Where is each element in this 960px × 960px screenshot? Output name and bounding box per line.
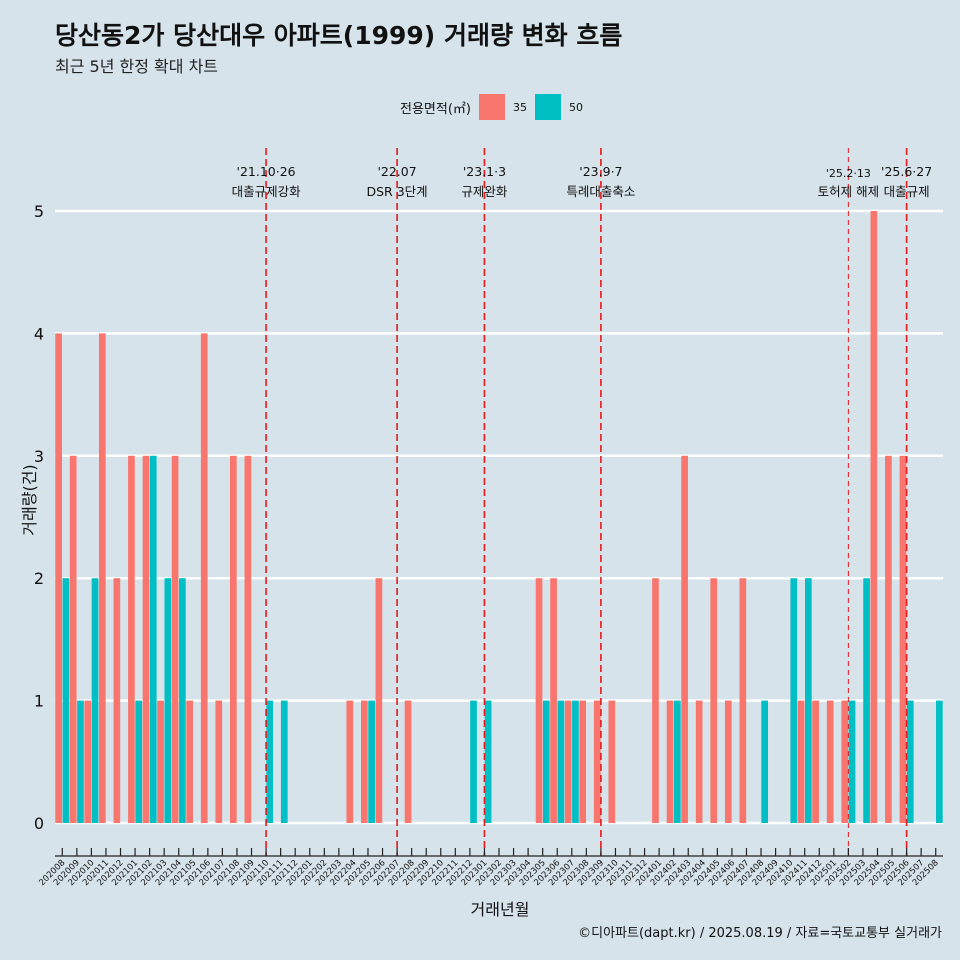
bar-50-202301 bbox=[484, 700, 492, 823]
y-tick-label-1: 1 bbox=[34, 692, 44, 711]
event-label-202506: 대출규제 bbox=[884, 184, 930, 199]
bar-35-202108 bbox=[229, 455, 237, 823]
bar-50-202103 bbox=[164, 578, 172, 823]
bar-35-202103 bbox=[157, 700, 164, 823]
bar-50-202212 bbox=[470, 700, 477, 823]
bar-35-202403 bbox=[681, 455, 688, 823]
event-date-202506: '25.6·27 bbox=[881, 164, 932, 179]
bar-50-202502 bbox=[848, 700, 856, 823]
legend-swatch-35 bbox=[478, 94, 505, 120]
y-tick-label-4: 4 bbox=[34, 324, 44, 343]
bar-50-202508 bbox=[936, 700, 943, 823]
bar-50-202104 bbox=[179, 578, 186, 823]
bar-35-202011 bbox=[98, 333, 106, 823]
legend-label-35: 35 bbox=[512, 100, 527, 114]
bar-35-202104 bbox=[171, 455, 179, 823]
bar-50-202408 bbox=[761, 700, 769, 823]
event-label-202309: 특례대출축소 bbox=[566, 184, 635, 199]
event-date-202301: '23.1·3 bbox=[463, 164, 506, 179]
bar-35-202404 bbox=[695, 700, 703, 823]
event-date-202309: '23.9·7 bbox=[579, 164, 622, 179]
bar-35-202309 bbox=[593, 700, 601, 823]
legend-label-50: 50 bbox=[568, 100, 583, 114]
bar-50-202008 bbox=[62, 578, 70, 823]
bar-50-202101 bbox=[135, 700, 143, 823]
x-axis-title: 거래년월 bbox=[470, 900, 530, 919]
bar-35-202009 bbox=[69, 455, 77, 823]
bar-50-202306 bbox=[557, 700, 565, 823]
bar-50-202010 bbox=[91, 578, 99, 823]
event-label-202207: DSR 3단계 bbox=[367, 184, 428, 199]
bar-50-202205 bbox=[368, 700, 375, 823]
bar-35-202402 bbox=[666, 700, 674, 823]
bar-35-202308 bbox=[579, 700, 587, 823]
bar-50-202410 bbox=[790, 578, 798, 823]
source-caption: ©디아파트(dapt.kr) / 2025.08.19 / 자료=국토교통부 실… bbox=[578, 926, 942, 941]
bar-35-202204 bbox=[346, 700, 354, 823]
bar-35-202306 bbox=[550, 578, 557, 823]
bar-35-202411 bbox=[797, 700, 805, 823]
event-date-202110: '21.10·26 bbox=[237, 164, 296, 179]
bar-35-202012 bbox=[113, 578, 121, 823]
event-label-202502: 토허제 해제 bbox=[818, 184, 879, 199]
bar-35-202102 bbox=[142, 455, 150, 823]
bar-35-202105 bbox=[186, 700, 193, 823]
bar-35-202412 bbox=[812, 700, 819, 823]
bar-35-202106 bbox=[200, 333, 208, 823]
event-label-202301: 규제완화 bbox=[461, 184, 508, 199]
bar-35-202405 bbox=[710, 578, 718, 823]
bar-35-202504 bbox=[870, 211, 878, 823]
bar-50-202503 bbox=[863, 578, 870, 823]
bar-35-202107 bbox=[215, 700, 223, 823]
chart-subtitle: 최근 5년 한정 확대 차트 bbox=[55, 57, 219, 76]
legend: 전용면적(㎡) 35 50 bbox=[400, 93, 591, 121]
event-date-202207: '22.07 bbox=[377, 164, 416, 179]
y-axis-title: 거래량(건) bbox=[20, 464, 39, 536]
bar-50-202402 bbox=[673, 700, 681, 823]
bar-50-202111 bbox=[280, 700, 288, 823]
y-tick-label-3: 3 bbox=[34, 447, 44, 466]
bar-35-202109 bbox=[244, 455, 252, 823]
bar-35-202208 bbox=[404, 700, 412, 823]
bar-35-202407 bbox=[739, 578, 747, 823]
y-tick-label-5: 5 bbox=[34, 202, 44, 221]
bar-50-202307 bbox=[572, 700, 579, 823]
bar-35-202502 bbox=[841, 700, 849, 823]
bar-35-202310 bbox=[608, 700, 616, 823]
y-tick-label-2: 2 bbox=[34, 569, 44, 588]
bar-50-202506 bbox=[906, 700, 914, 823]
bar-50-202102 bbox=[149, 455, 157, 823]
bar-50-202305 bbox=[542, 700, 550, 823]
event-label-202110: 대출규제강화 bbox=[232, 184, 302, 199]
bar-35-202305 bbox=[535, 578, 543, 823]
bar-35-202406 bbox=[724, 700, 732, 823]
chart-title: 당산동2가 당산대우 아파트(1999) 거래량 변화 흐름 bbox=[55, 21, 623, 50]
y-tick-label-0: 0 bbox=[34, 814, 44, 833]
bar-35-202501 bbox=[826, 700, 834, 823]
bar-35-202307 bbox=[564, 700, 572, 823]
bar-35-202205 bbox=[361, 700, 368, 823]
bar-35-202506 bbox=[899, 455, 907, 823]
event-date-202502: '25.2·13 bbox=[826, 167, 871, 180]
bar-35-202008 bbox=[55, 333, 62, 823]
bar-35-202101 bbox=[128, 455, 135, 823]
bar-35-202401 bbox=[652, 578, 659, 823]
legend-title: 전용면적(㎡) bbox=[400, 101, 471, 117]
bar-35-202505 bbox=[885, 455, 892, 823]
bar-50-202411 bbox=[805, 578, 812, 823]
bar-50-202009 bbox=[77, 700, 84, 823]
bar-35-202206 bbox=[375, 578, 383, 823]
legend-swatch-50 bbox=[534, 94, 561, 120]
bar-50-202110 bbox=[266, 700, 274, 823]
bar-35-202010 bbox=[84, 700, 92, 823]
